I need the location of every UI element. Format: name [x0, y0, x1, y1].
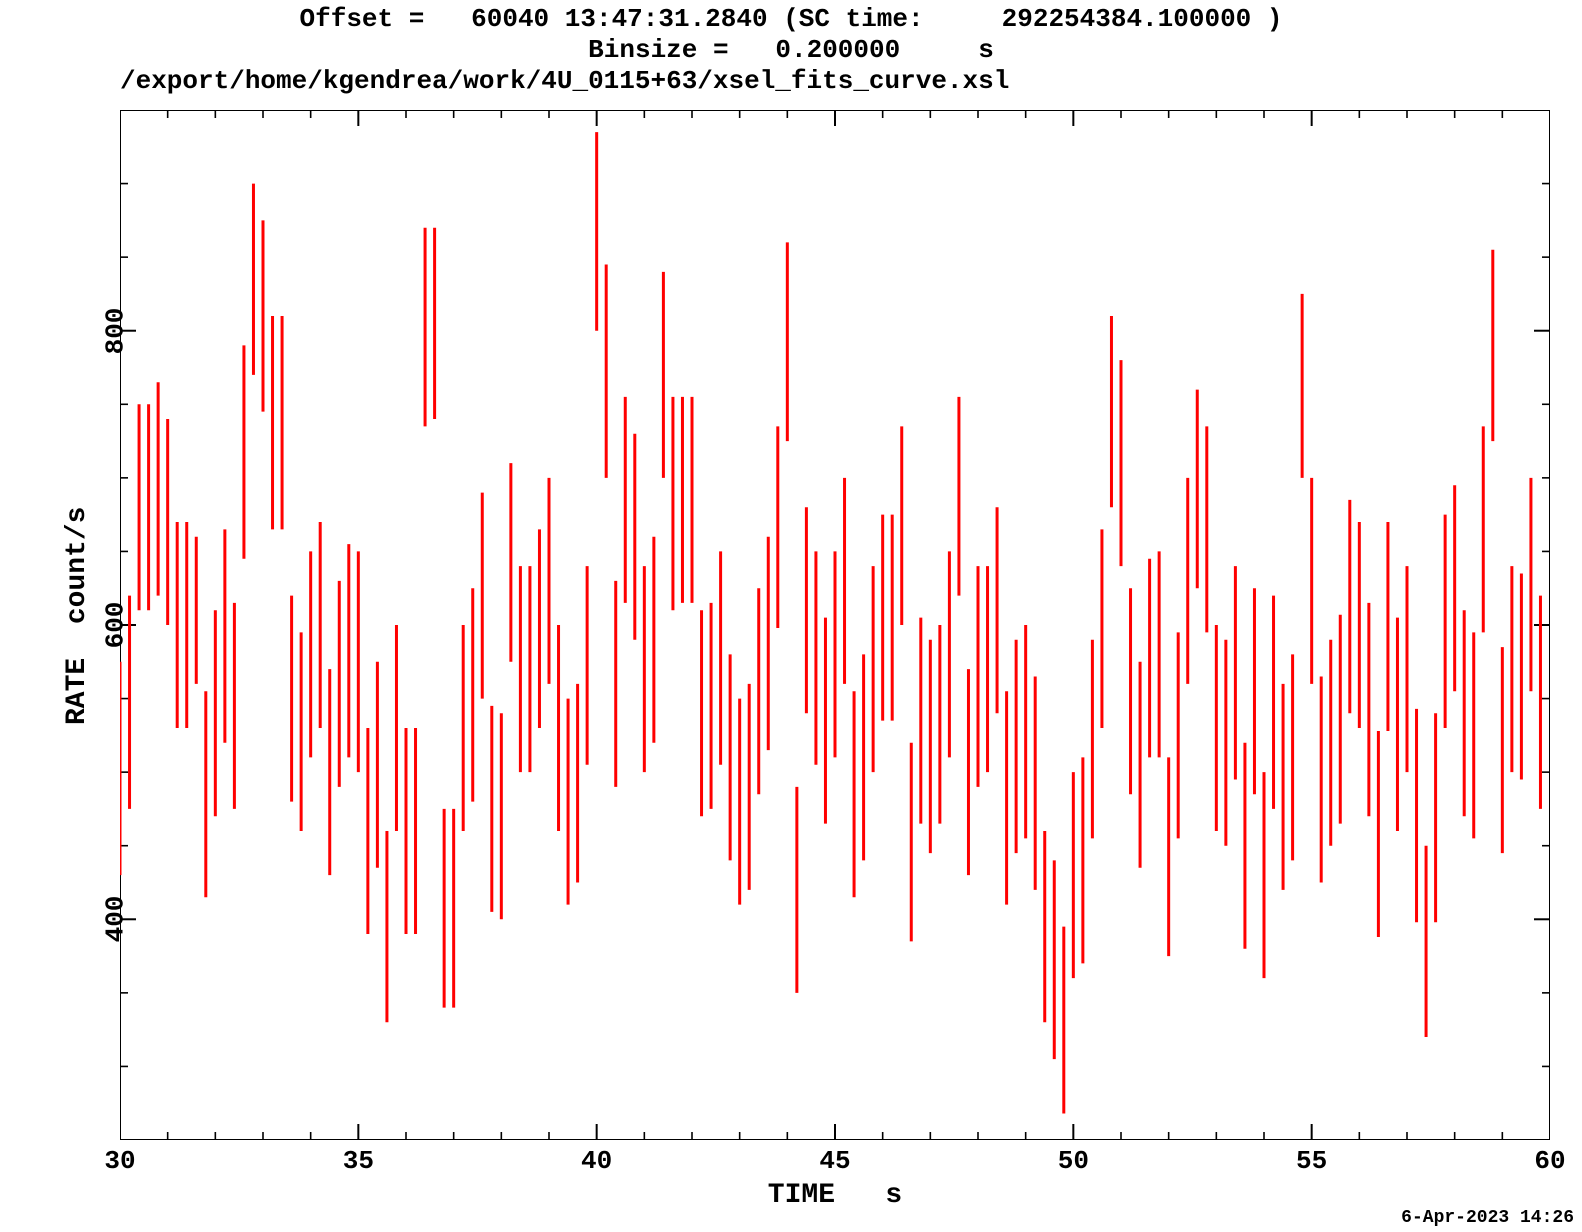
x-tick-label: 30 [104, 1146, 135, 1176]
x-tick-label: 60 [1534, 1146, 1565, 1176]
title-binsize: Binsize = 0.200000 s [0, 35, 1582, 66]
y-tick-label: 600 [100, 602, 130, 649]
lightcurve-plot [120, 110, 1550, 1140]
title-filepath: /export/home/kgendrea/work/4U_0115+63/xs… [0, 66, 1582, 97]
y-axis-label: RATE count/s [62, 507, 93, 725]
y-tick-label: 800 [100, 307, 130, 354]
y-tick-label: 400 [100, 896, 130, 943]
x-tick-label: 45 [819, 1146, 850, 1176]
x-tick-label: 55 [1296, 1146, 1327, 1176]
x-tick-label: 40 [581, 1146, 612, 1176]
title-offset: Offset = 60040 13:47:31.2840 (SC time: 2… [0, 4, 1582, 35]
timestamp-label: 6-Apr-2023 14:26 [1401, 1208, 1574, 1228]
x-tick-label: 35 [343, 1146, 374, 1176]
x-tick-label: 50 [1058, 1146, 1089, 1176]
figure-container: Offset = 60040 13:47:31.2840 (SC time: 2… [0, 0, 1582, 1232]
chart-titles: Offset = 60040 13:47:31.2840 (SC time: 2… [0, 0, 1582, 98]
x-axis-label: TIME s [768, 1180, 902, 1211]
